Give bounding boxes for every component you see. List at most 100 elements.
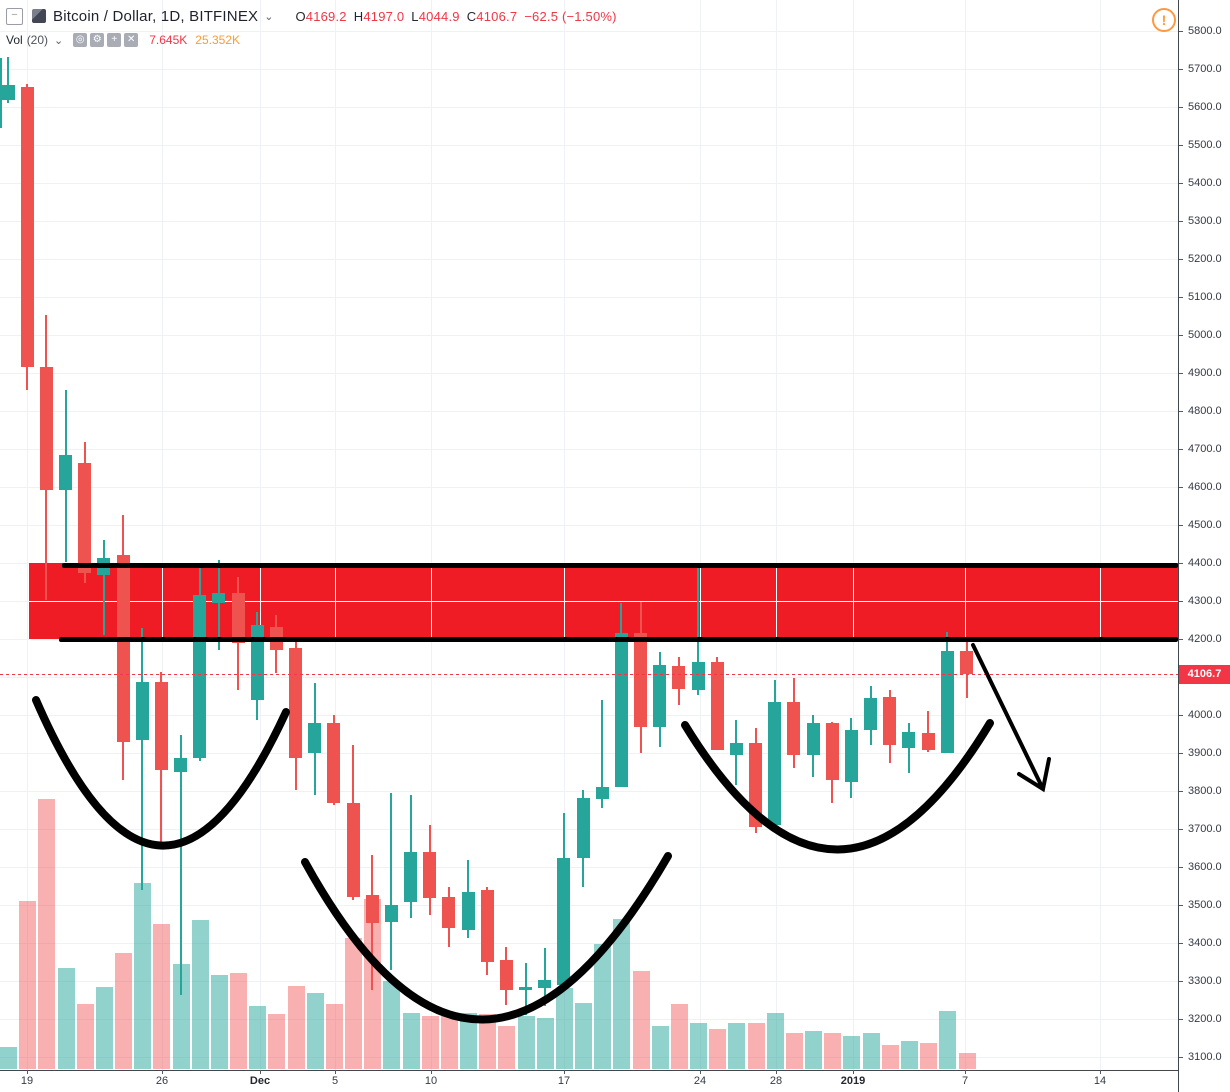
chevron-down-icon[interactable]: ⌄ [54, 34, 64, 47]
close-icon[interactable]: ✕ [124, 33, 139, 47]
time-tick-label: 7 [961, 1075, 969, 1087]
price-tick [1179, 791, 1183, 792]
candle-body [902, 731, 916, 748]
horizontal-gridline [0, 677, 1178, 678]
warning-alert-icon[interactable]: ! [1152, 8, 1176, 32]
price-tick-label: 3100.0 [1188, 1051, 1222, 1063]
candle-body [154, 681, 168, 770]
candle-body [921, 732, 935, 750]
time-tick [965, 1070, 966, 1074]
price-tick [1179, 639, 1183, 640]
price-tick-label: 3300.0 [1188, 975, 1222, 987]
price-tick [1179, 715, 1183, 716]
candle-body [519, 986, 533, 990]
volume-bar [134, 883, 152, 1069]
time-axis[interactable]: 19 26 Dec 5 10 17 24 28 2019 7 14 [0, 1070, 1178, 1092]
volume-bar [479, 1014, 497, 1069]
volume-bar [517, 1016, 535, 1069]
volume-bar [824, 1033, 842, 1069]
candle-body [538, 979, 552, 988]
time-tick [1100, 1070, 1101, 1074]
horizontal-gridline [0, 715, 1178, 716]
candle-body [499, 959, 513, 990]
price-tick-label: 3600.0 [1188, 861, 1222, 873]
candle-body [672, 665, 686, 689]
candle-body [231, 593, 245, 643]
low-label: L [411, 8, 419, 24]
time-tick-label: 14 [1093, 1075, 1107, 1087]
volume-bar [440, 1016, 458, 1069]
horizontal-gridline [0, 411, 1178, 412]
last-price-label: 4106.7 [1179, 664, 1230, 684]
settings-gear-icon[interactable]: ⚙ [90, 33, 105, 47]
candle-body [461, 891, 475, 930]
volume-bar [958, 1053, 976, 1069]
volume-ma-value: 25.352K [195, 33, 241, 47]
vertical-gridline [27, 0, 28, 1070]
volume-bar [805, 1031, 823, 1069]
price-tick [1179, 1057, 1183, 1058]
price-tick-label: 3400.0 [1188, 937, 1222, 949]
ohlc-readout: O4169.2 H4197.0 L4044.9 C4106.7 −62.5 (−1.50… [295, 9, 616, 24]
last-price-dotted-line [0, 674, 1178, 676]
time-tick-label: 19 [20, 1075, 34, 1087]
horizontal-gridline [0, 145, 1178, 146]
indicator-name[interactable]: Vol [6, 33, 23, 47]
time-tick-label: 2019 [840, 1075, 866, 1087]
time-tick-label: Dec [249, 1075, 271, 1087]
volume-bar [881, 1045, 899, 1069]
horizontal-gridline [0, 867, 1178, 868]
add-icon[interactable]: + [107, 33, 122, 47]
price-tick-label: 3500.0 [1188, 899, 1222, 911]
candle-body [289, 647, 303, 758]
volume-bar [939, 1011, 957, 1069]
vertical-gridline [431, 0, 432, 1070]
price-tick-label: 4900.0 [1188, 367, 1222, 379]
vertical-gridline [1100, 0, 1101, 1070]
zone-top-line [62, 562, 1178, 568]
price-tick-label: 4800.0 [1188, 405, 1222, 417]
volume-current-value: 7.645K [149, 33, 188, 47]
volume-bar [747, 1023, 765, 1069]
low-value: 4044.9 [418, 8, 460, 24]
symbol-title[interactable]: Bitcoin / Dollar, 1D, BITFINEX [53, 7, 259, 25]
time-tick [27, 1070, 28, 1074]
time-tick [431, 1070, 432, 1074]
chevron-down-icon[interactable]: ⌄ [264, 10, 274, 23]
price-tick-label: 3800.0 [1188, 785, 1222, 797]
volume-bar [460, 1013, 478, 1069]
candle-body [691, 661, 705, 690]
price-tick [1179, 487, 1183, 488]
candle-body [423, 851, 437, 898]
time-tick [335, 1070, 336, 1074]
candle-body [212, 593, 226, 603]
candle-wick [217, 559, 220, 650]
horizontal-gridline [0, 943, 1178, 944]
candle-body [634, 632, 648, 727]
price-tick [1179, 183, 1183, 184]
candle-body [59, 454, 72, 490]
volume-bar [76, 1004, 94, 1069]
price-tick [1179, 867, 1183, 868]
change-value: −62.5 (−1.50%) [524, 8, 617, 24]
price-axis[interactable]: 5800.0 5700.0 5600.0 5500.0 5400.0 5300.0 5200… [1178, 0, 1230, 1092]
candle-body [174, 757, 188, 772]
candle-body [844, 729, 858, 782]
price-tick [1179, 259, 1183, 260]
toggle-visibility-icon[interactable]: ◎ [73, 33, 88, 47]
horizontal-gridline [0, 107, 1178, 108]
candle-body [653, 664, 667, 727]
collapse-legend-button[interactable]: − [6, 7, 23, 25]
time-tick-label: 10 [424, 1075, 438, 1087]
zone-gridline [29, 601, 1178, 602]
vertical-gridline [162, 0, 163, 1070]
time-tick [564, 1070, 565, 1074]
price-tick [1179, 107, 1183, 108]
chart-canvas[interactable] [0, 0, 1178, 1070]
candle-wick [697, 564, 700, 695]
volume-bar [287, 986, 305, 1069]
price-tick-label: 4600.0 [1188, 481, 1222, 493]
volume-bar [249, 1006, 267, 1069]
vertical-gridline [700, 0, 701, 1070]
candle-wick [390, 792, 393, 970]
